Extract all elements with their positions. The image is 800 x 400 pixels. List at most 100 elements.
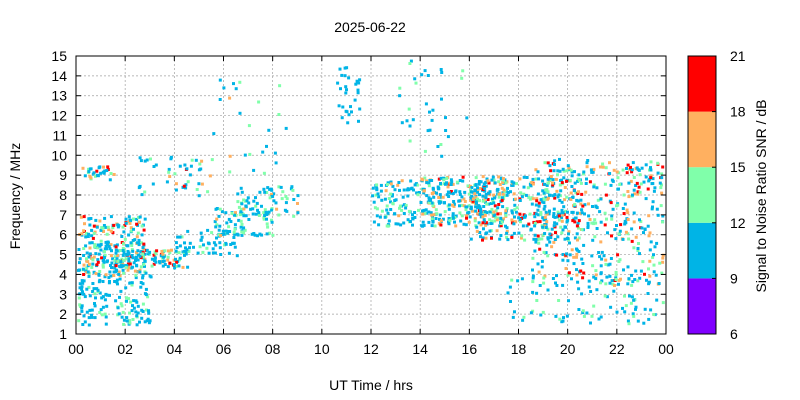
snr-point <box>181 265 185 269</box>
snr-point <box>633 192 637 196</box>
snr-point <box>400 179 404 183</box>
x-tick-label: 16 <box>462 341 478 357</box>
snr-point <box>638 276 642 280</box>
snr-point <box>421 209 424 213</box>
snr-point <box>479 210 483 214</box>
snr-point <box>386 181 390 185</box>
snr-point <box>546 161 550 165</box>
snr-point <box>380 198 384 202</box>
snr-point <box>604 258 608 262</box>
snr-point <box>490 178 494 182</box>
snr-point <box>430 213 434 217</box>
colorbar <box>687 55 717 335</box>
snr-point <box>484 200 487 204</box>
snr-point <box>371 194 375 198</box>
snr-point <box>603 211 607 215</box>
snr-point <box>387 197 391 200</box>
snr-point <box>481 215 485 219</box>
snr-point <box>506 291 510 295</box>
snr-point <box>431 186 435 190</box>
snr-point <box>277 185 281 189</box>
snr-point <box>81 267 85 271</box>
snr-point <box>200 159 204 163</box>
snr-point <box>565 252 569 256</box>
snr-point <box>78 268 81 272</box>
snr-point <box>121 253 125 257</box>
snr-point <box>433 224 437 228</box>
snr-point <box>512 231 516 235</box>
snr-point <box>92 287 96 291</box>
snr-point <box>454 189 458 193</box>
snr-point <box>614 276 618 280</box>
snr-point <box>117 270 121 274</box>
snr-point <box>543 204 547 208</box>
snr-point <box>567 230 571 234</box>
snr-point <box>538 220 542 224</box>
snr-point <box>458 204 461 208</box>
snr-point <box>517 231 521 235</box>
snr-point <box>650 182 654 186</box>
snr-point <box>350 110 353 114</box>
snr-point <box>481 194 485 198</box>
snr-point <box>475 225 479 229</box>
snr-point <box>430 201 434 205</box>
snr-point <box>109 254 113 258</box>
snr-point <box>592 167 596 171</box>
snr-point <box>260 204 263 208</box>
snr-point <box>264 210 268 214</box>
x-tick-label: 22 <box>609 341 625 357</box>
snr-point <box>618 229 622 233</box>
snr-point <box>512 222 516 226</box>
snr-point <box>528 197 532 201</box>
snr-point <box>124 221 128 225</box>
snr-point <box>235 254 239 258</box>
snr-point <box>80 285 84 289</box>
snr-point <box>661 165 665 169</box>
snr-point <box>138 220 141 224</box>
snr-point <box>616 203 620 207</box>
snr-point <box>426 129 430 133</box>
snr-point <box>660 176 664 180</box>
snr-point <box>617 187 620 191</box>
snr-point <box>592 304 596 308</box>
snr-point <box>232 230 236 234</box>
snr-point <box>271 194 275 198</box>
snr-point <box>409 220 412 223</box>
snr-point <box>114 264 118 268</box>
snr-point <box>557 193 561 197</box>
snr-point <box>386 211 390 215</box>
snr-point <box>413 183 417 187</box>
snr-point <box>243 153 247 157</box>
snr-point <box>239 225 243 229</box>
snr-point <box>110 266 113 269</box>
snr-point <box>140 316 144 320</box>
snr-point <box>95 263 99 267</box>
snr-point <box>400 208 404 212</box>
snr-point <box>129 281 133 285</box>
snr-point <box>494 209 498 213</box>
snr-point <box>424 208 428 212</box>
snr-point <box>212 241 216 245</box>
snr-point <box>357 119 360 123</box>
snr-point <box>654 273 658 277</box>
snr-point <box>125 319 129 323</box>
snr-point <box>161 264 165 268</box>
snr-point <box>109 215 113 219</box>
snr-point <box>505 229 509 233</box>
snr-point <box>527 195 531 199</box>
snr-point <box>479 187 482 190</box>
snr-point <box>565 169 569 173</box>
snr-point <box>207 251 211 255</box>
snr-point <box>581 276 585 280</box>
snr-point <box>576 179 580 183</box>
snr-point <box>604 262 608 266</box>
snr-point <box>585 161 589 165</box>
snr-point <box>89 176 93 180</box>
snr-point <box>536 234 540 238</box>
snr-point <box>534 168 538 172</box>
snr-point <box>542 281 546 285</box>
snr-point <box>212 132 216 136</box>
snr-point <box>237 218 241 222</box>
snr-point <box>479 235 482 239</box>
snr-point <box>636 190 640 194</box>
